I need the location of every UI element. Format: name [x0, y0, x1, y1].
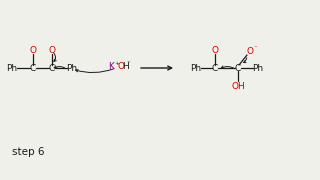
FancyArrowPatch shape — [221, 66, 235, 69]
FancyArrowPatch shape — [76, 69, 113, 73]
FancyArrowPatch shape — [244, 58, 247, 63]
Text: ⁻: ⁻ — [253, 45, 257, 51]
FancyArrowPatch shape — [54, 53, 56, 61]
FancyArrowPatch shape — [54, 66, 65, 68]
Text: Ph: Ph — [67, 64, 77, 73]
Text: C: C — [212, 64, 218, 73]
Text: step 6: step 6 — [12, 147, 44, 157]
Text: Ph: Ph — [190, 64, 202, 73]
Text: C: C — [30, 64, 36, 73]
Text: C: C — [49, 64, 55, 73]
Text: OH: OH — [231, 82, 245, 91]
Text: ⁻: ⁻ — [127, 60, 131, 66]
Text: O: O — [49, 46, 55, 55]
Text: Ph: Ph — [6, 64, 18, 73]
Text: C: C — [235, 64, 241, 73]
Text: O: O — [212, 46, 219, 55]
Text: O: O — [117, 62, 124, 71]
Text: Ph: Ph — [252, 64, 264, 73]
Text: O: O — [246, 46, 253, 55]
Text: K: K — [108, 62, 114, 71]
Text: O: O — [29, 46, 36, 55]
Text: H: H — [122, 62, 129, 71]
Text: +: + — [114, 60, 119, 66]
